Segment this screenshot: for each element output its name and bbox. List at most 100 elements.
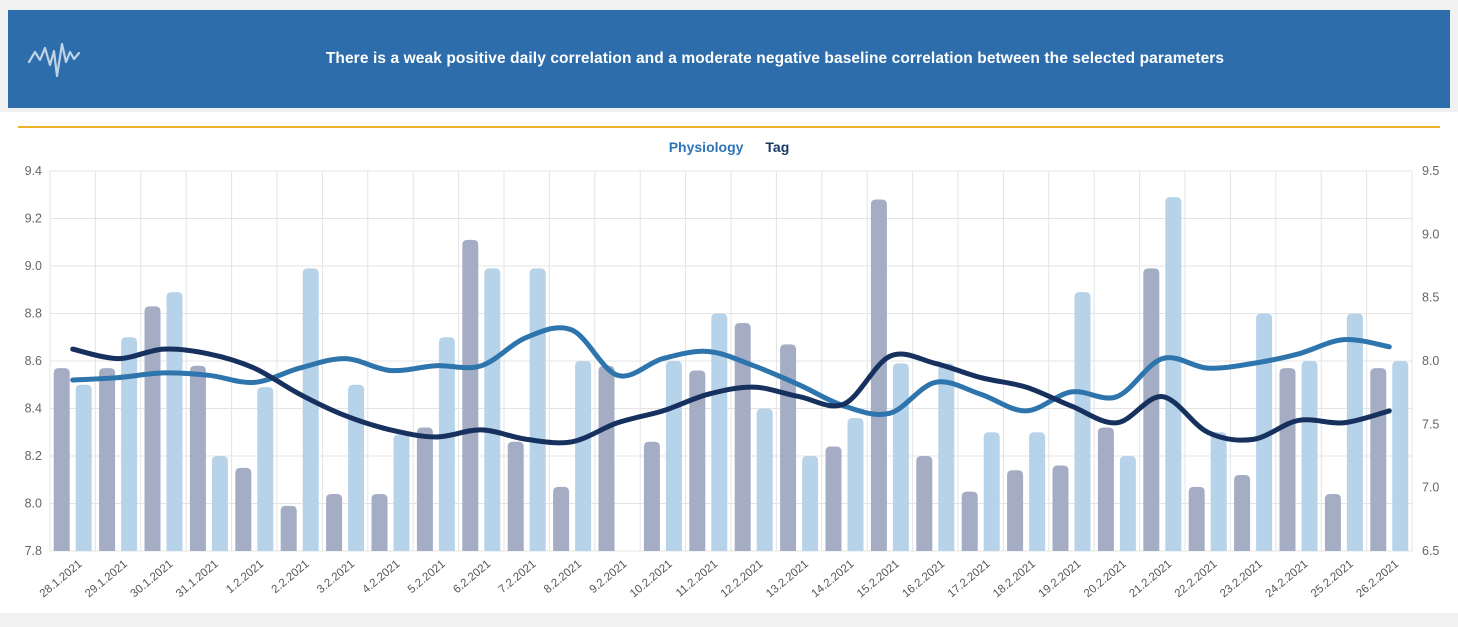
bar[interactable] — [121, 337, 138, 551]
bar[interactable] — [462, 239, 479, 551]
svg-text:28.1.2021: 28.1.2021 — [38, 558, 85, 600]
bar[interactable] — [598, 365, 615, 551]
svg-text:18.2.2021: 18.2.2021 — [991, 558, 1038, 600]
bar[interactable] — [1188, 486, 1205, 551]
ecg-waveform-icon — [8, 38, 100, 80]
svg-text:1.2.2021: 1.2.2021 — [224, 558, 266, 596]
chart-legend: Physiology Tag — [0, 139, 1458, 156]
bar[interactable] — [734, 323, 751, 551]
bar[interactable] — [166, 292, 183, 551]
right-axis-labels: 9.5 9.0 8.5 8.0 7.5 7.0 6.5 — [1422, 164, 1439, 558]
bar[interactable] — [961, 491, 978, 551]
svg-text:22.2.2021: 22.2.2021 — [1173, 558, 1220, 600]
svg-text:16.2.2021: 16.2.2021 — [900, 558, 947, 600]
bar[interactable] — [53, 368, 70, 551]
svg-text:25.2.2021: 25.2.2021 — [1309, 558, 1356, 600]
bar[interactable] — [575, 361, 592, 551]
svg-text:23.2.2021: 23.2.2021 — [1218, 558, 1265, 600]
svg-text:9.2.2021: 9.2.2021 — [587, 558, 629, 596]
bar[interactable] — [99, 368, 116, 551]
bar[interactable] — [1256, 313, 1273, 552]
bar[interactable] — [1301, 361, 1318, 551]
bar[interactable] — [1074, 292, 1091, 551]
bar[interactable] — [983, 432, 1000, 551]
bar[interactable] — [1007, 470, 1024, 551]
svg-text:6.2.2021: 6.2.2021 — [451, 558, 493, 596]
svg-text:9.2: 9.2 — [25, 212, 42, 226]
svg-text:8.2.2021: 8.2.2021 — [542, 558, 584, 596]
svg-text:30.1.2021: 30.1.2021 — [129, 558, 176, 600]
svg-text:17.2.2021: 17.2.2021 — [946, 558, 993, 600]
svg-text:26.2.2021: 26.2.2021 — [1354, 558, 1401, 600]
bar[interactable] — [326, 494, 343, 551]
bar[interactable] — [75, 384, 92, 551]
svg-text:31.1.2021: 31.1.2021 — [174, 558, 221, 600]
bar[interactable] — [371, 494, 388, 551]
bar[interactable] — [302, 268, 319, 551]
bar[interactable] — [438, 337, 455, 551]
svg-text:4.2.2021: 4.2.2021 — [360, 558, 402, 596]
bar[interactable] — [393, 434, 410, 551]
accent-divider — [18, 126, 1440, 128]
bar[interactable] — [507, 441, 524, 551]
bar[interactable] — [1143, 268, 1160, 551]
line-physiology-baseline — [70, 325, 1392, 417]
bar[interactable] — [870, 199, 887, 552]
bar[interactable] — [1234, 475, 1251, 551]
header-banner: There is a weak positive daily correlati… — [8, 10, 1450, 108]
left-axis-labels: 9.4 9.2 9.0 8.8 8.6 8.4 8.2 8.0 7.8 — [25, 164, 42, 558]
svg-text:24.2.2021: 24.2.2021 — [1264, 558, 1311, 600]
bar[interactable] — [235, 467, 252, 551]
svg-text:6.5: 6.5 — [1422, 544, 1439, 558]
svg-text:20.2.2021: 20.2.2021 — [1082, 558, 1129, 600]
svg-text:9.0: 9.0 — [1422, 227, 1439, 241]
legend-item-physiology[interactable]: Physiology — [668, 139, 744, 155]
bar[interactable] — [665, 361, 682, 551]
bar[interactable] — [892, 363, 909, 551]
bar[interactable] — [1165, 197, 1182, 551]
bar[interactable] — [484, 268, 501, 551]
bar[interactable] — [257, 387, 274, 551]
bar[interactable] — [1052, 465, 1069, 552]
bar[interactable] — [553, 486, 570, 551]
bar[interactable] — [825, 446, 842, 552]
svg-text:12.2.2021: 12.2.2021 — [719, 558, 766, 600]
svg-text:8.2: 8.2 — [25, 449, 42, 463]
gridlines — [49, 170, 1413, 552]
bar[interactable] — [1346, 313, 1363, 552]
svg-text:9.5: 9.5 — [1422, 164, 1439, 178]
bar[interactable] — [1324, 494, 1341, 551]
bar[interactable] — [916, 456, 933, 551]
bar[interactable] — [348, 384, 365, 551]
bar[interactable] — [144, 306, 161, 551]
svg-text:7.0: 7.0 — [1422, 481, 1439, 495]
svg-text:7.2.2021: 7.2.2021 — [497, 558, 539, 596]
bar[interactable] — [1029, 432, 1046, 551]
bar[interactable] — [756, 408, 773, 552]
svg-text:8.5: 8.5 — [1422, 291, 1439, 305]
svg-text:13.2.2021: 13.2.2021 — [764, 558, 811, 600]
bar[interactable] — [689, 370, 706, 552]
svg-text:15.2.2021: 15.2.2021 — [855, 558, 902, 600]
bar[interactable] — [1119, 456, 1136, 551]
bar[interactable] — [1370, 368, 1387, 551]
bar[interactable] — [802, 456, 819, 551]
bar[interactable] — [711, 313, 728, 552]
svg-text:14.2.2021: 14.2.2021 — [810, 558, 857, 600]
bar[interactable] — [938, 363, 955, 551]
svg-text:10.2.2021: 10.2.2021 — [628, 558, 675, 600]
bar[interactable] — [1097, 427, 1114, 552]
bar[interactable] — [847, 418, 864, 551]
bar[interactable] — [1392, 361, 1409, 551]
bar[interactable] — [280, 505, 297, 551]
bar[interactable] — [416, 427, 433, 552]
bar[interactable] — [529, 268, 546, 551]
line-tag-baseline — [70, 346, 1392, 446]
bar[interactable] — [643, 441, 660, 551]
svg-text:8.8: 8.8 — [25, 307, 42, 321]
bar[interactable] — [189, 365, 206, 551]
bar[interactable] — [1210, 432, 1227, 551]
legend-item-tag[interactable]: Tag — [765, 139, 790, 155]
bar[interactable] — [211, 456, 228, 551]
bar[interactable] — [1279, 368, 1296, 551]
